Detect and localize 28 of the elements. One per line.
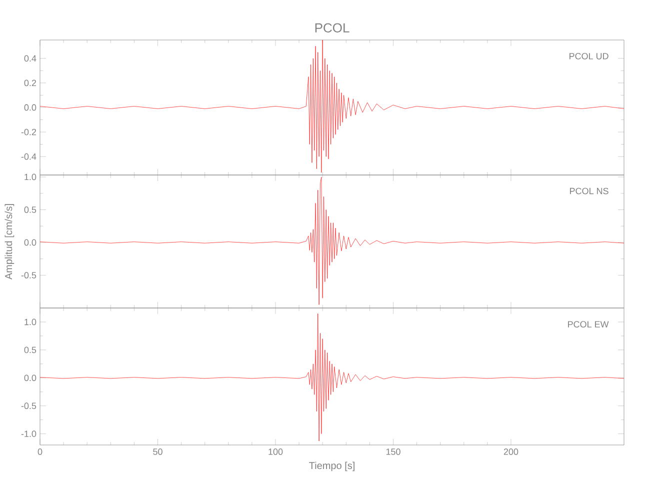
- line-series: [40, 313, 624, 442]
- y-tick-label: -0.4: [21, 153, 36, 160]
- y-tick-label: 0.2: [24, 80, 36, 86]
- y-tick-label: 0.0: [24, 374, 36, 382]
- line-series: [40, 176, 624, 305]
- line-series: [40, 40, 624, 173]
- chart-title: PCOL: [315, 23, 350, 32]
- y-tick-label: -0.5: [21, 272, 36, 278]
- y-tick-label: -0.5: [21, 402, 36, 410]
- x-tick-label: 50: [153, 448, 162, 455]
- annotation: PCOL UD: [570, 52, 608, 60]
- y-tick-label: 0.0: [24, 104, 36, 111]
- x-tick-label: 100: [268, 448, 283, 455]
- y-tick-label: 0.5: [24, 206, 36, 213]
- y-tick-label: -1.0: [21, 430, 36, 437]
- y-tick-label: 0.4: [24, 55, 36, 62]
- y-tick-label: 1.0: [24, 174, 36, 180]
- y-tick-label: 0.0: [24, 239, 36, 246]
- x-tick-label: 200: [504, 448, 518, 455]
- x-tick-label: 150: [386, 448, 400, 455]
- y-tick-label: 0.5: [24, 346, 36, 354]
- x-tick-label: 0: [38, 448, 42, 455]
- y-tick-label: 1.0: [24, 318, 36, 326]
- y-axis-title: Amplitud [cm/s/s]: [4, 204, 14, 280]
- annotation: PCOL NS: [570, 188, 608, 194]
- y-tick-label: -0.2: [21, 128, 36, 136]
- x-axis-title: Tiempo [s]: [309, 462, 354, 472]
- annotation: PCOL EW: [568, 321, 609, 328]
